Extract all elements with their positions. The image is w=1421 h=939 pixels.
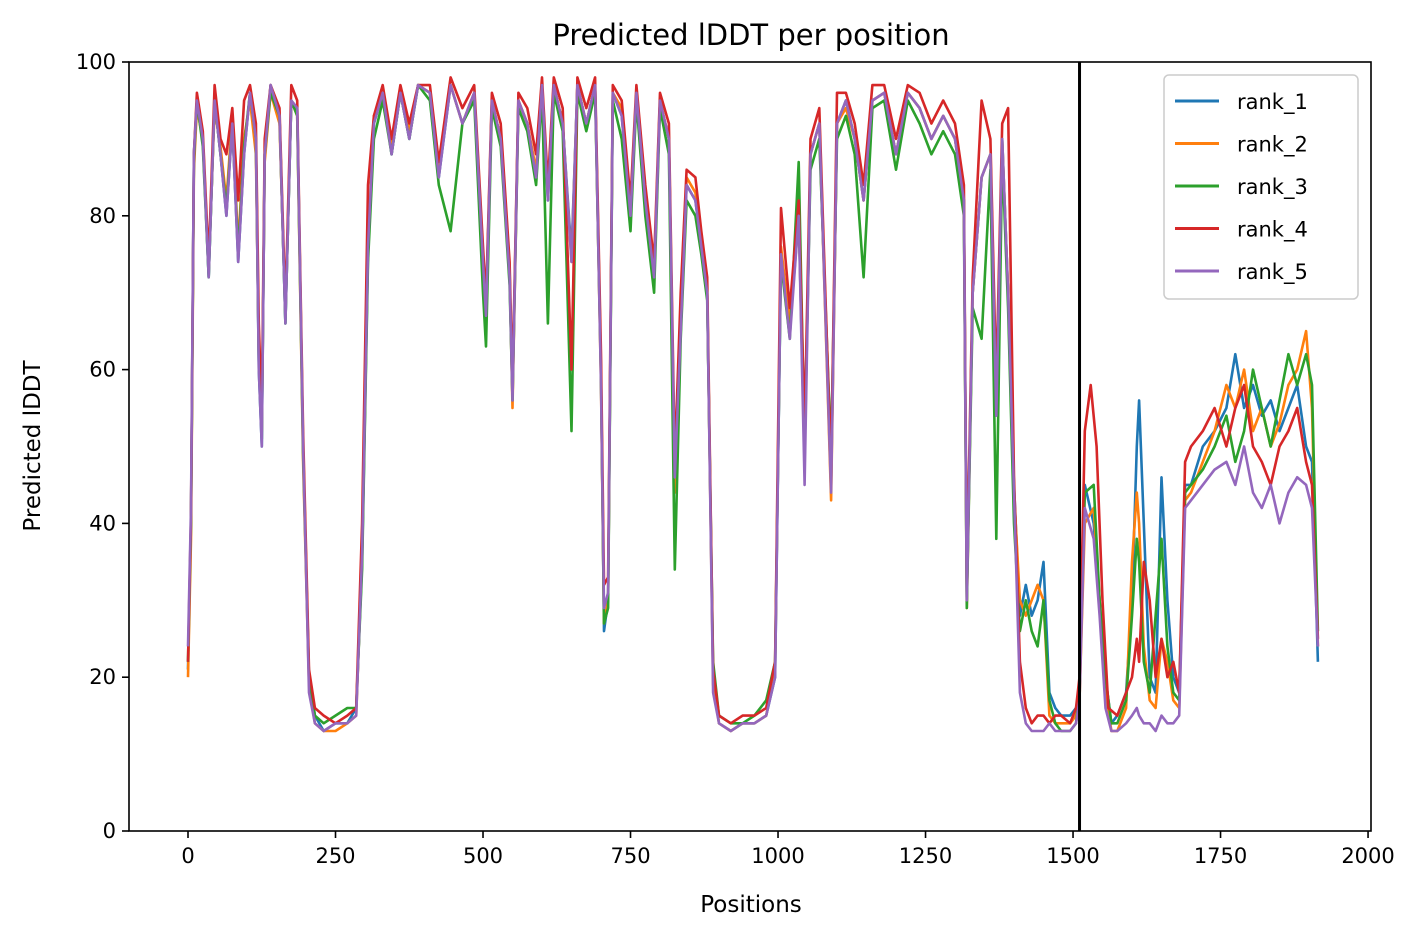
plot-lines [186,76,1320,733]
y-axis-label: Predicted lDDT [20,359,46,531]
legend-label-rank-4: rank_4 [1237,218,1308,243]
x-tick-label: 1750 [1194,844,1247,868]
y-tick-label: 20 [89,665,116,689]
legend-label-rank-3: rank_3 [1237,175,1308,200]
x-tick-label: 1500 [1046,844,1099,868]
plot-frame [128,61,1372,832]
y-tick-label: 40 [89,511,116,535]
chart-title: Predicted lDDT per position [552,18,949,52]
legend: rank_1 rank_2 rank_3 rank_4 rank_5 [1163,74,1359,300]
legend-label-rank-2: rank_2 [1237,133,1308,158]
y-tick-label: 60 [89,358,116,382]
legend-box [1163,74,1359,300]
x-tick-label: 1250 [899,844,952,868]
legend-label-rank-1: rank_1 [1237,90,1308,115]
x-axis-label: Positions [700,892,802,918]
legend-label-rank-5: rank_5 [1237,260,1308,285]
y-tick-label: 80 [89,204,116,228]
x-tick-label: 0 [181,844,194,868]
x-axis-ticks: 0 250 500 750 1000 1250 1500 1750 2000 [181,831,1395,868]
y-tick-label: 100 [76,50,116,74]
x-tick-label: 500 [463,844,503,868]
series-line-rank-5 [186,83,1320,733]
x-tick-label: 750 [610,844,650,868]
y-axis-ticks: 0 20 40 60 80 100 [76,50,129,843]
x-tick-label: 2000 [1341,844,1394,868]
x-tick-label: 1000 [751,844,804,868]
x-tick-label: 250 [315,844,355,868]
y-tick-label: 0 [103,819,116,843]
series-line-rank-4 [186,76,1320,725]
